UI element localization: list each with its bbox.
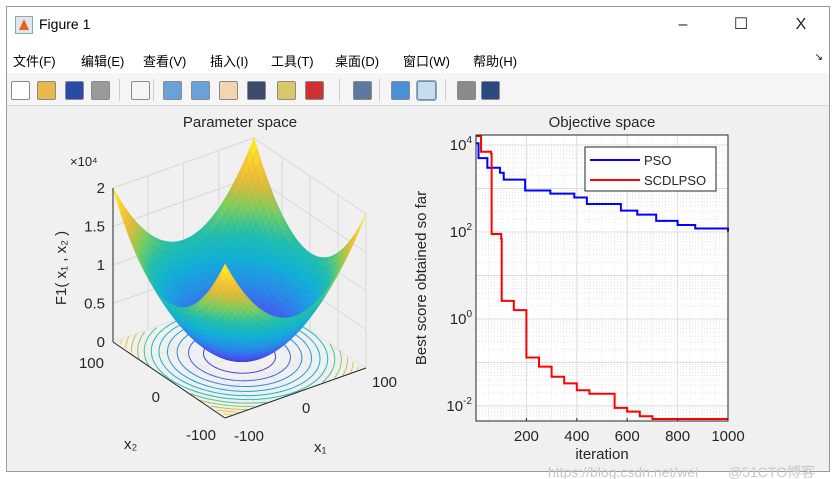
objective-axes: 200 400 600 800 1000 104 102 100 10-2 PSO SCDLPSO <box>446 134 745 445</box>
contour-line <box>189 393 267 404</box>
series-line-pso <box>476 142 729 232</box>
surface-x2-label: x₂ <box>124 436 138 453</box>
contour-line <box>216 409 241 413</box>
surface-zlabel: F1( x₁ , x₂ ) <box>53 231 70 305</box>
surface-axes <box>112 137 367 419</box>
z-tick-label: 1.5 <box>84 219 105 236</box>
watermark-right: @51CTO博客 <box>728 464 815 479</box>
series-line-scdlpso <box>476 135 728 421</box>
contour-line <box>349 361 354 374</box>
contour-line <box>198 399 255 407</box>
brush-icon[interactable] <box>305 81 324 100</box>
x-tick-label: 400 <box>564 428 589 445</box>
x2-tick-label: -100 <box>186 427 216 444</box>
pan-hand-icon[interactable] <box>219 81 238 100</box>
y-tick-label: 104 <box>450 135 473 154</box>
menu-window[interactable]: 窗口(W) <box>403 54 450 69</box>
x1-tick-label: -100 <box>234 428 264 445</box>
contour-line <box>143 327 157 367</box>
y-tick-label: 10-2 <box>446 396 472 415</box>
y-tick-label: 100 <box>450 309 473 328</box>
z-tick-label: 0 <box>97 334 105 351</box>
toolbar-separator <box>119 79 120 101</box>
z-tick-label: 2 <box>97 180 105 197</box>
menu-view[interactable]: 查看(V) <box>143 54 187 69</box>
surface-patch <box>221 263 229 277</box>
close-button[interactable]: X <box>795 16 807 33</box>
minimize-button[interactable]: – <box>678 16 688 33</box>
x-tick-label: 600 <box>615 428 640 445</box>
title-bar: Figure 1 – ☐ X <box>7 7 829 43</box>
menu-tools[interactable]: 工具(T) <box>271 54 314 69</box>
chart-ylabel: Best score obtained so far <box>413 191 430 365</box>
contour-line <box>125 336 130 349</box>
toolbar <box>7 73 829 106</box>
z-tick-label: 0.5 <box>84 296 105 313</box>
zoom-out-icon[interactable] <box>191 81 210 100</box>
contour-line <box>210 405 248 411</box>
surface-patch <box>250 137 258 158</box>
x2-axis-line <box>112 341 226 419</box>
toolbar-separator <box>445 79 446 101</box>
x1-tick-label: 100 <box>372 374 397 391</box>
x2-tick-label: 100 <box>79 355 104 372</box>
data-cursor-icon[interactable] <box>277 81 296 100</box>
x-tick-label: 200 <box>514 428 539 445</box>
chart-xlabel: iteration <box>575 446 628 463</box>
hide-plot-tools-icon[interactable] <box>457 81 476 100</box>
legend-label: SCDLPSO <box>644 173 706 188</box>
save-icon[interactable] <box>65 81 84 100</box>
zoom-in-icon[interactable] <box>163 81 182 100</box>
x2-tick-label: 0 <box>152 389 160 406</box>
menu-edit[interactable]: 编辑(E) <box>81 54 125 69</box>
contour-line <box>342 357 349 377</box>
print-icon[interactable] <box>91 81 110 100</box>
contour-line <box>120 339 123 344</box>
contour-line <box>223 413 233 416</box>
surface-patch <box>112 187 120 204</box>
surface-x1-label: x₁ <box>314 439 327 456</box>
axes-box <box>475 134 729 422</box>
z-tick-label: 1 <box>97 257 105 274</box>
menu-help[interactable]: 帮助(H) <box>473 54 518 69</box>
dock-arrow-icon[interactable]: ↘ <box>814 52 823 63</box>
open-file-icon[interactable] <box>37 81 56 100</box>
menu-bar: 文件(F) 编辑(E) 查看(V) 插入(I) 工具(T) 桌面(D) 窗口(W… <box>7 43 829 73</box>
link-plot-icon[interactable] <box>353 81 372 100</box>
pointer-icon[interactable] <box>131 81 150 100</box>
chart-title: Objective space <box>549 114 656 131</box>
surface-title: Parameter space <box>183 114 297 131</box>
toolbar-separator <box>339 79 340 101</box>
x1-tick-label: 0 <box>302 400 310 417</box>
menu-insert[interactable]: 插入(I) <box>210 54 249 69</box>
surface-patch <box>359 213 367 229</box>
x1-axis-line <box>224 367 367 419</box>
watermark-left: https://blog.csdn.net/wei <box>548 464 698 479</box>
colorbar-icon[interactable] <box>391 81 410 100</box>
y-tick-label: 102 <box>450 222 473 241</box>
contour-line <box>333 350 342 379</box>
legend[interactable] <box>584 146 717 192</box>
x-tick-label: 800 <box>665 428 690 445</box>
show-plot-tools-icon[interactable] <box>481 81 500 100</box>
toolbar-separator <box>153 79 154 101</box>
legend-label: PSO <box>644 153 671 168</box>
maximize-button[interactable]: ☐ <box>733 16 749 33</box>
z-exponent-label: ×10⁴ <box>70 154 98 169</box>
rotate-3d-icon[interactable] <box>247 81 266 100</box>
menu-desktop[interactable]: 桌面(D) <box>335 54 380 69</box>
contour-line <box>137 331 146 360</box>
contour-line <box>130 333 137 353</box>
menu-file[interactable]: 文件(F) <box>13 54 56 69</box>
window-title: Figure 1 <box>39 16 91 32</box>
contour-line <box>356 366 359 371</box>
x-tick-label: 1000 <box>711 428 744 445</box>
toolbar-separator <box>379 79 380 101</box>
contour-line <box>322 343 336 383</box>
new-figure-icon[interactable] <box>11 81 30 100</box>
matlab-logo-icon <box>15 16 33 34</box>
legend-icon[interactable] <box>416 80 437 101</box>
